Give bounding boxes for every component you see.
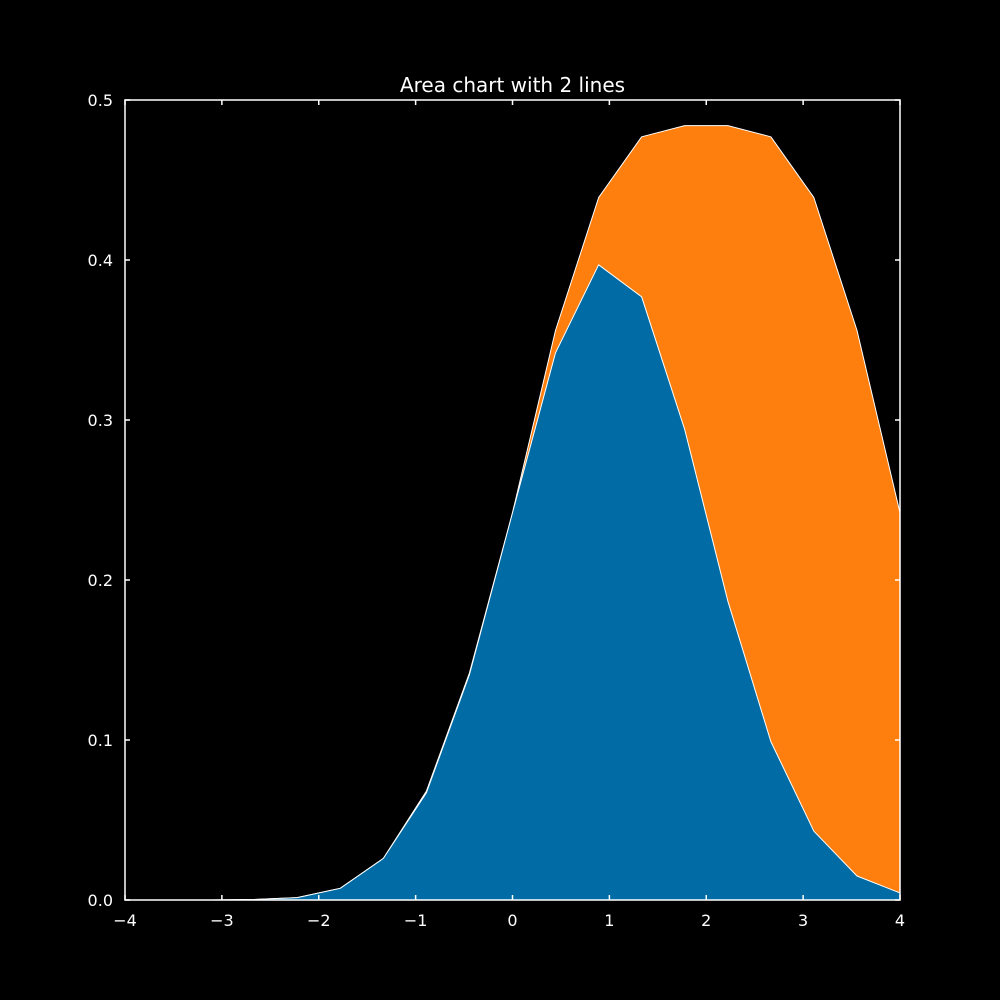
- y-tick-label: 0.5: [88, 91, 113, 110]
- x-tick-label: 0: [507, 911, 517, 930]
- x-tick-label: −3: [210, 911, 234, 930]
- x-tick-label: 1: [604, 911, 614, 930]
- series-areas: [124, 125, 901, 901]
- x-tick-label: −1: [404, 911, 428, 930]
- y-tick-label: 0.1: [88, 731, 113, 750]
- x-tick-label: 3: [798, 911, 808, 930]
- chart-title: Area chart with 2 lines: [400, 73, 625, 97]
- y-tick-label: 0.3: [88, 411, 113, 430]
- x-tick-label: −4: [113, 911, 137, 930]
- y-tick-label: 0.0: [88, 891, 113, 910]
- x-tick-label: 4: [895, 911, 905, 930]
- area-series-2: [124, 264, 901, 901]
- y-tick-label: 0.4: [88, 251, 113, 270]
- x-tick-label: −2: [307, 911, 331, 930]
- x-tick-label: 2: [701, 911, 711, 930]
- axis-ticks: −4 −3 −2 −1 0 1 2 3 4 0.0 0.1 0.2 0.3 0.4 0.5: [88, 91, 906, 930]
- y-tick-label: 0.2: [88, 571, 113, 590]
